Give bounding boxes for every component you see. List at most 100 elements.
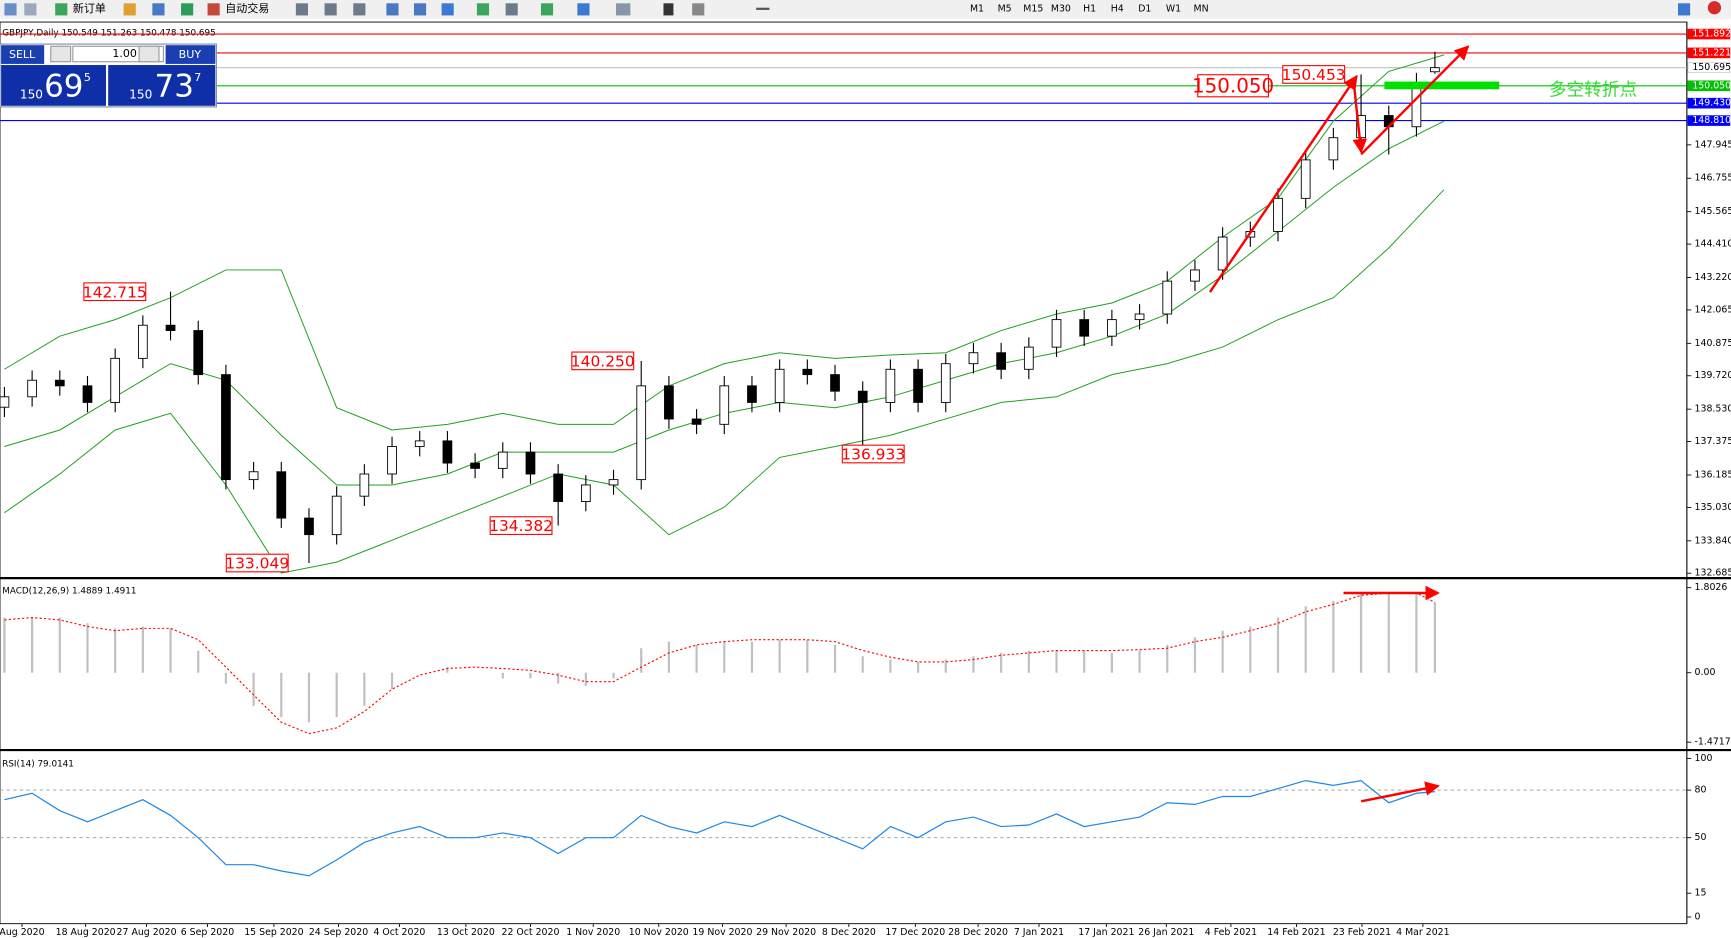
x-tick-label: 18 Aug 2020 <box>56 927 116 938</box>
price-annotation[interactable]: 150.050 <box>1192 74 1274 97</box>
x-tick-label: 17 Jan 2021 <box>1078 927 1134 938</box>
timeframe-button[interactable]: M1 <box>970 3 984 14</box>
y-tick-label: 143.220 <box>1695 272 1731 283</box>
timeframe-button[interactable]: M30 <box>1051 3 1071 14</box>
y-tick-label: 133.840 <box>1695 535 1731 546</box>
icon[interactable] <box>24 3 37 16</box>
timeframes: M1 M5 M15 M30 H1 H4 D1 W1 MN <box>970 3 1209 14</box>
icon[interactable] <box>55 3 68 16</box>
candle-body <box>193 330 204 376</box>
y-tick-label: 136.185 <box>1695 469 1731 480</box>
y-tick-label: 144.410 <box>1695 239 1731 250</box>
price-annotation-box[interactable] <box>1282 65 1346 84</box>
ask-box[interactable] <box>108 65 216 106</box>
icon[interactable] <box>324 3 337 16</box>
one-click-panel: SELL 1.00 BUY 150 69 5 150 73 7 <box>0 43 217 108</box>
candle-body <box>1134 313 1145 321</box>
icon[interactable] <box>476 3 490 16</box>
x-tick-label: 4 Oct 2020 <box>373 927 425 938</box>
y-tick-label: 140.875 <box>1695 338 1731 349</box>
candle-body <box>497 451 508 469</box>
price-annotation-box[interactable] <box>1197 74 1269 98</box>
buy-label[interactable]: BUY <box>179 48 202 61</box>
price-annotation[interactable]: 136.933 <box>841 446 905 464</box>
lot-value[interactable]: 1.00 <box>112 47 137 60</box>
lot-spinner[interactable] <box>50 45 72 63</box>
icon[interactable] <box>616 3 631 16</box>
arrow[interactable] <box>1208 74 1358 293</box>
icon[interactable] <box>663 3 674 16</box>
icon[interactable] <box>540 3 554 16</box>
price-level-box <box>1687 115 1731 126</box>
ask-figure: 73 <box>155 69 194 105</box>
sell-label[interactable]: SELL <box>9 48 36 61</box>
candle-body <box>940 363 951 403</box>
icon[interactable] <box>577 3 590 16</box>
price-annotation[interactable]: 133.049 <box>225 555 289 573</box>
arrow[interactable] <box>1360 45 1470 156</box>
icon[interactable] <box>295 3 309 16</box>
y-tick-label: -1.4717 <box>1695 737 1731 748</box>
timeframe-button[interactable]: W1 <box>1166 3 1181 14</box>
price-annotation-box[interactable] <box>489 516 553 535</box>
price-annotation[interactable]: 140.250 <box>571 352 635 370</box>
price-annotation-box[interactable] <box>225 553 289 573</box>
candle-body <box>608 479 619 486</box>
candle-body <box>359 473 370 497</box>
price-annotation[interactable]: 150.453 <box>1282 66 1346 84</box>
price-level-box <box>1687 80 1731 92</box>
arrow[interactable] <box>1360 781 1440 803</box>
new-order-button[interactable]: 新订单 <box>73 1 106 15</box>
icon[interactable] <box>1678 3 1691 16</box>
candle-body <box>525 451 536 475</box>
icon[interactable] <box>181 3 194 16</box>
lot-spinner[interactable] <box>138 45 160 63</box>
icon[interactable] <box>505 3 518 16</box>
timeframe-button[interactable]: MN <box>1194 3 1209 14</box>
price-annotation-box[interactable] <box>83 282 147 302</box>
icon[interactable] <box>4 3 17 16</box>
icon[interactable] <box>123 3 136 16</box>
candle-body <box>636 385 647 481</box>
price-annotation[interactable]: 142.715 <box>83 283 147 301</box>
y-tick-label: 147.945 <box>1695 139 1731 150</box>
x-tick-label: 17 Dec 2020 <box>885 927 945 938</box>
timeframe-button[interactable]: M5 <box>998 3 1012 14</box>
alert-badge[interactable] <box>1707 1 1722 15</box>
bollinger-lower <box>4 189 1445 574</box>
icon[interactable] <box>413 3 427 16</box>
icon[interactable] <box>207 3 220 16</box>
panel-title: MACD(12,26,9) 1.4889 1.4911 <box>2 586 136 596</box>
arrow[interactable] <box>1352 79 1368 154</box>
timeframe-button[interactable]: M15 <box>1023 3 1043 14</box>
candle-body <box>719 385 730 425</box>
panel-title: RSI(14) 79.0141 <box>2 759 74 769</box>
candle-body <box>913 368 923 403</box>
timeframe-button[interactable]: D1 <box>1138 3 1151 14</box>
bid-box[interactable] <box>1 65 106 106</box>
timeframe-button[interactable]: H4 <box>1111 3 1124 14</box>
candle-body <box>248 471 259 481</box>
bid-figure: 69 <box>44 69 83 105</box>
timeframe-button[interactable]: H1 <box>1083 3 1096 14</box>
price-level-label: 148.810 <box>1692 115 1731 126</box>
icon[interactable] <box>353 3 366 16</box>
price-annotation[interactable]: 134.382 <box>489 517 553 535</box>
pivot-note[interactable]: 多空转折点 <box>1549 79 1637 100</box>
candle-body <box>414 440 425 447</box>
icon[interactable] <box>152 3 165 16</box>
icon[interactable] <box>756 7 770 10</box>
sell-button[interactable] <box>1 45 45 64</box>
candle-body <box>996 352 1006 370</box>
price-level-label: 150.695 <box>1692 62 1731 73</box>
auto-trade-button[interactable]: 自动交易 <box>225 1 269 15</box>
buy-button[interactable] <box>165 45 216 64</box>
icon[interactable] <box>692 3 705 16</box>
icon[interactable] <box>386 3 399 16</box>
y-tick-label: 142.065 <box>1695 304 1731 315</box>
price-annotation-box[interactable] <box>571 351 635 371</box>
y-tick-label: 145.565 <box>1695 206 1731 217</box>
icon[interactable] <box>441 3 454 16</box>
pivot-zone[interactable] <box>1384 81 1500 90</box>
price-annotation-box[interactable] <box>841 444 905 464</box>
